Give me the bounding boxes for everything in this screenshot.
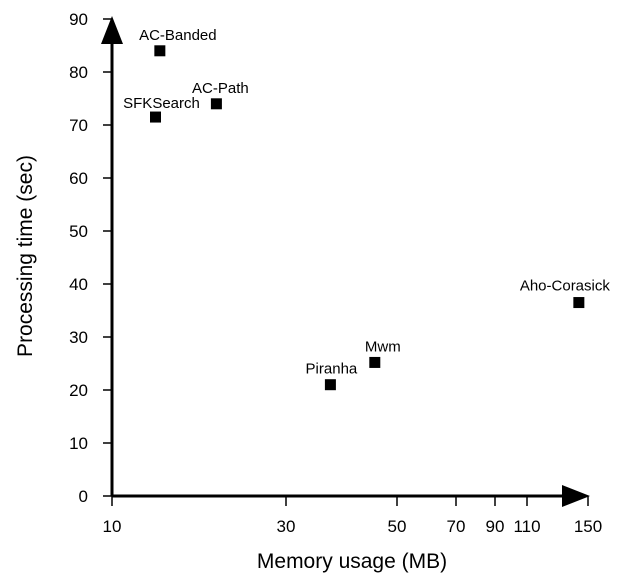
y-ticks: 0 10 20 30 40 50 60 70 80 90: [69, 10, 112, 506]
x-tick-label: 10: [103, 517, 122, 536]
x-ticks: 10 30 50 70 90 110 150: [103, 496, 602, 536]
y-axis-arrow: [101, 16, 123, 44]
x-tick-label: 30: [277, 517, 296, 536]
data-point-label: Aho-Corasick: [520, 278, 611, 295]
data-point-label: AC-Banded: [139, 27, 217, 44]
y-tick-label: 10: [69, 434, 88, 453]
y-tick-label: 80: [69, 63, 88, 82]
axes: [101, 16, 590, 507]
data-point: [210, 98, 222, 110]
y-tick-label: 60: [69, 169, 88, 188]
y-tick-label: 90: [69, 10, 88, 29]
x-tick-label: 90: [486, 517, 505, 536]
data-point: [573, 297, 585, 309]
x-tick-label: 110: [513, 517, 540, 536]
x-tick-label: 70: [447, 517, 466, 536]
y-tick-label: 40: [69, 275, 88, 294]
data-point-label: Piranha: [306, 361, 358, 378]
x-tick-label: 50: [388, 517, 407, 536]
data-point-label: SFKSearch: [123, 95, 200, 112]
x-axis-title: Memory usage (MB): [257, 550, 447, 573]
x-axis-arrow: [562, 485, 590, 507]
y-tick-label: 30: [69, 328, 88, 347]
y-tick-label: 0: [79, 487, 88, 506]
y-axis-title: Processing time (sec): [14, 155, 37, 357]
data-point: [154, 45, 166, 57]
data-point: [150, 111, 161, 123]
data-point: [369, 356, 381, 368]
y-tick-label: 70: [69, 116, 88, 135]
data-point: [324, 379, 336, 391]
data-point-label: AC-Path: [192, 80, 249, 97]
y-tick-label: 50: [69, 222, 88, 241]
y-tick-label: 20: [69, 381, 88, 400]
data-point-label: Mwm: [365, 338, 401, 355]
x-tick-label: 150: [574, 517, 602, 536]
